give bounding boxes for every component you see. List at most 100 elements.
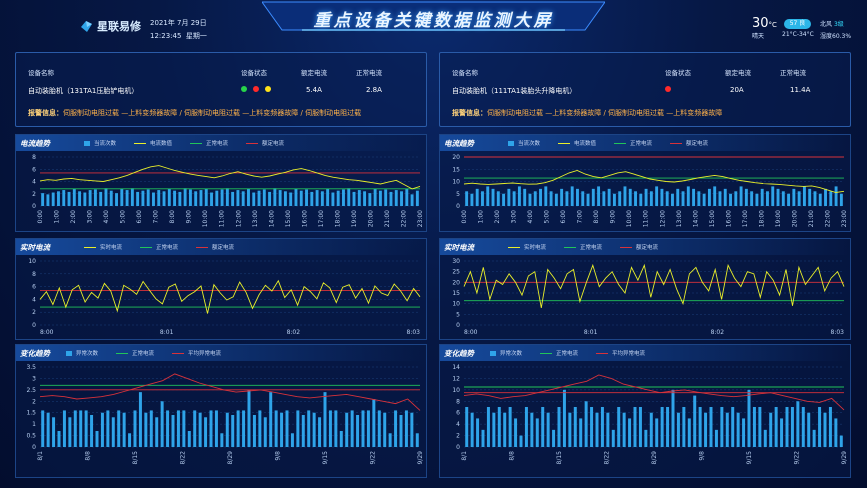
- bar: [476, 418, 480, 447]
- legend-swatch: [558, 142, 571, 144]
- bar: [178, 191, 182, 206]
- x-tick-label: 8:01: [160, 329, 174, 336]
- y-tick-label: 0: [456, 322, 460, 329]
- y-tick-label: 20: [452, 279, 460, 286]
- y-tick-label: 2: [32, 309, 36, 316]
- bar: [729, 193, 732, 206]
- bar: [807, 412, 811, 447]
- bar: [388, 433, 392, 447]
- bar: [718, 191, 722, 206]
- x-tick-label: 3:00: [87, 210, 94, 224]
- y-tick-label: 10: [452, 387, 460, 394]
- header-rated-current: 额定电流: [301, 69, 327, 77]
- bar: [73, 410, 77, 447]
- bar: [660, 188, 664, 206]
- y-tick-label: 2: [456, 433, 460, 440]
- bar: [100, 412, 104, 447]
- legend: 当流次数 电流数值 正常电流 额定电流: [84, 139, 302, 147]
- bar: [149, 410, 153, 447]
- bar: [590, 407, 594, 447]
- bar: [130, 188, 134, 206]
- x-tick-label: 8/1: [461, 451, 468, 461]
- x-tick-label: 15:00: [709, 210, 716, 227]
- bar: [155, 417, 159, 447]
- temperature: 30: [752, 16, 769, 31]
- y-tick-label: 3.5: [26, 364, 36, 371]
- bar: [214, 410, 218, 447]
- bar: [579, 418, 583, 447]
- bar: [220, 189, 224, 206]
- legend-label: 电流数值: [574, 141, 597, 147]
- x-tick-label: 1:00: [478, 210, 485, 224]
- bar: [141, 190, 145, 206]
- value-line: [39, 165, 421, 190]
- header-device-status: 设备状态: [241, 69, 267, 77]
- bar: [193, 410, 197, 447]
- bar: [247, 389, 251, 447]
- bar: [236, 190, 240, 206]
- x-tick-label: 11:00: [219, 210, 226, 227]
- rated-current-value: 20A: [730, 86, 744, 94]
- bar: [771, 186, 775, 206]
- bar: [533, 191, 537, 206]
- datetime: 2021年 7月 29日 12:23:45 星期一: [150, 17, 207, 43]
- bar: [638, 407, 642, 447]
- bar: [274, 410, 278, 447]
- status-lights: [665, 86, 677, 94]
- bar: [790, 407, 794, 447]
- chart-svg: 0 2 4 6 8 10 8:00 8:01 8:02 8:03: [28, 258, 421, 336]
- bar: [818, 407, 822, 447]
- bar: [612, 193, 616, 206]
- bar: [366, 410, 370, 447]
- y-tick-label: 0: [456, 444, 460, 451]
- bar: [88, 190, 92, 206]
- current-trend-panel: 电流趋势 当流次数 电流数值 正常电流 额定电流 0 5 10 15 20 0:00 1:00 2:0…: [439, 134, 851, 232]
- x-tick-label: 10:00: [626, 210, 633, 227]
- x-tick-label: 11:00: [643, 210, 650, 227]
- bar: [552, 429, 556, 447]
- x-tick-label: 8:00: [464, 329, 478, 336]
- x-tick-label: 9/22: [794, 451, 801, 465]
- bar: [597, 186, 601, 206]
- bar: [83, 192, 87, 206]
- bar: [514, 418, 518, 447]
- panel-title: 电流趋势: [20, 139, 50, 148]
- x-tick-label: 8/29: [651, 451, 658, 465]
- status-lights: [241, 86, 277, 94]
- bar: [310, 191, 314, 206]
- value-line: [463, 263, 845, 308]
- alarm-text: 伺服制动电阻过载 —上料变频器故障 / 伺服制动电阻过载 —上料变频器故障 / …: [63, 109, 362, 117]
- header-device-name: 设备名称: [28, 69, 54, 77]
- temperature-unit: °C: [768, 21, 777, 29]
- bar: [606, 412, 610, 447]
- bar: [225, 188, 229, 206]
- bar: [79, 410, 83, 447]
- x-tick-label: 5:00: [544, 210, 551, 224]
- bar: [671, 193, 674, 206]
- chart-svg: 0 0.5 1 1.5 2 2.5 3 3.5 8/1 8/8 8/15 8/22 8/29 9/8 9/1…: [26, 364, 424, 464]
- y-tick-label: 0: [32, 322, 36, 329]
- legend-label: 正常电流: [630, 141, 653, 147]
- bar: [415, 433, 419, 447]
- x-tick-label: 7:00: [153, 210, 160, 224]
- x-tick-label: 9/8: [275, 451, 282, 461]
- y-tick-label: 6: [32, 166, 36, 173]
- bar: [546, 412, 550, 447]
- legend-item: 额定电流: [670, 139, 708, 147]
- bar: [296, 410, 300, 447]
- x-tick-label: 0:00: [37, 210, 44, 224]
- bar: [617, 407, 621, 447]
- weather-widget: 30°C 晴天 57 良 21°C-34°C 北风 3级 湿度60.3%: [752, 16, 862, 44]
- bar: [634, 191, 637, 206]
- legend-swatch: [66, 350, 72, 356]
- bar: [372, 399, 376, 447]
- bar: [78, 191, 82, 206]
- bar: [802, 186, 806, 206]
- bar: [109, 190, 113, 206]
- bar: [146, 189, 150, 206]
- bar: [519, 435, 523, 447]
- bar: [544, 186, 548, 206]
- legend-swatch: [490, 350, 496, 356]
- bar: [136, 191, 140, 206]
- bar: [220, 433, 224, 447]
